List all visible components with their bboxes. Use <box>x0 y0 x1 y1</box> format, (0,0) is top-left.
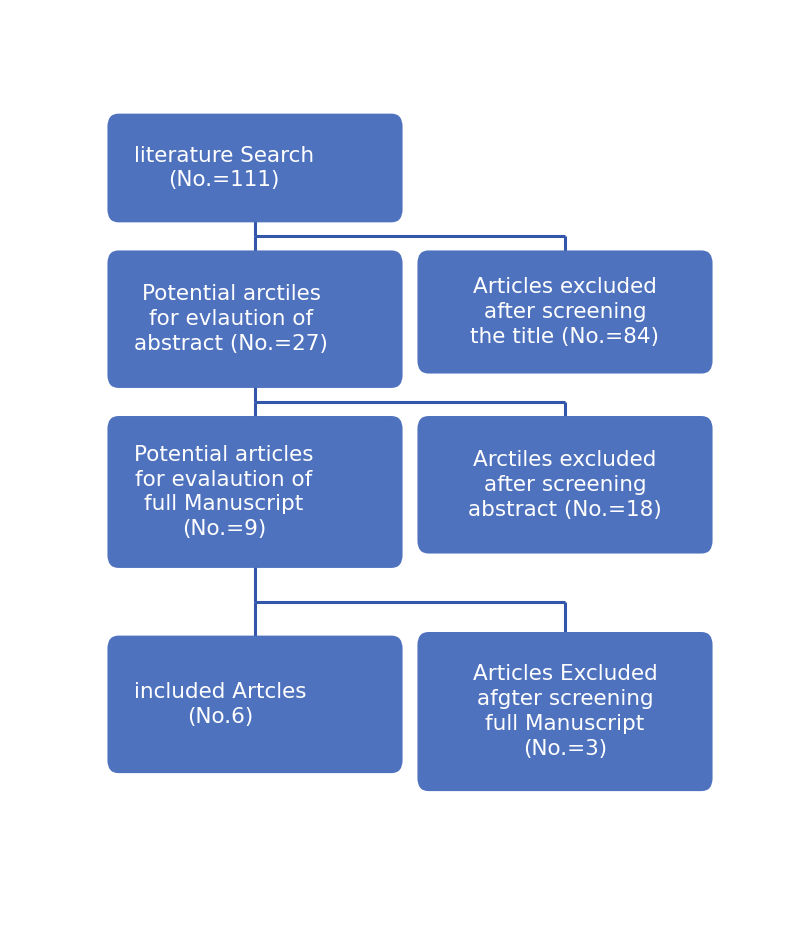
FancyBboxPatch shape <box>107 251 402 388</box>
FancyBboxPatch shape <box>418 632 713 791</box>
Text: Articles excluded
after screening
the title (No.=84): Articles excluded after screening the ti… <box>470 277 659 347</box>
FancyBboxPatch shape <box>418 416 713 554</box>
Text: Arctiles excluded
after screening
abstract (No.=18): Arctiles excluded after screening abstra… <box>468 450 662 520</box>
FancyBboxPatch shape <box>107 114 402 223</box>
FancyBboxPatch shape <box>418 251 713 374</box>
Text: literature Search
(No.=111): literature Search (No.=111) <box>134 146 314 191</box>
Text: included Artcles
(No.6): included Artcles (No.6) <box>134 682 306 726</box>
Text: Potential arctiles
for evlaution of
abstract (No.=27): Potential arctiles for evlaution of abst… <box>134 284 328 354</box>
FancyBboxPatch shape <box>107 636 402 773</box>
Text: Articles Excluded
afgter screening
full Manuscript
(No.=3): Articles Excluded afgter screening full … <box>473 665 658 759</box>
Text: Potential articles
for evalaution of
full Manuscript
(No.=9): Potential articles for evalaution of ful… <box>134 445 314 539</box>
FancyBboxPatch shape <box>107 416 402 568</box>
